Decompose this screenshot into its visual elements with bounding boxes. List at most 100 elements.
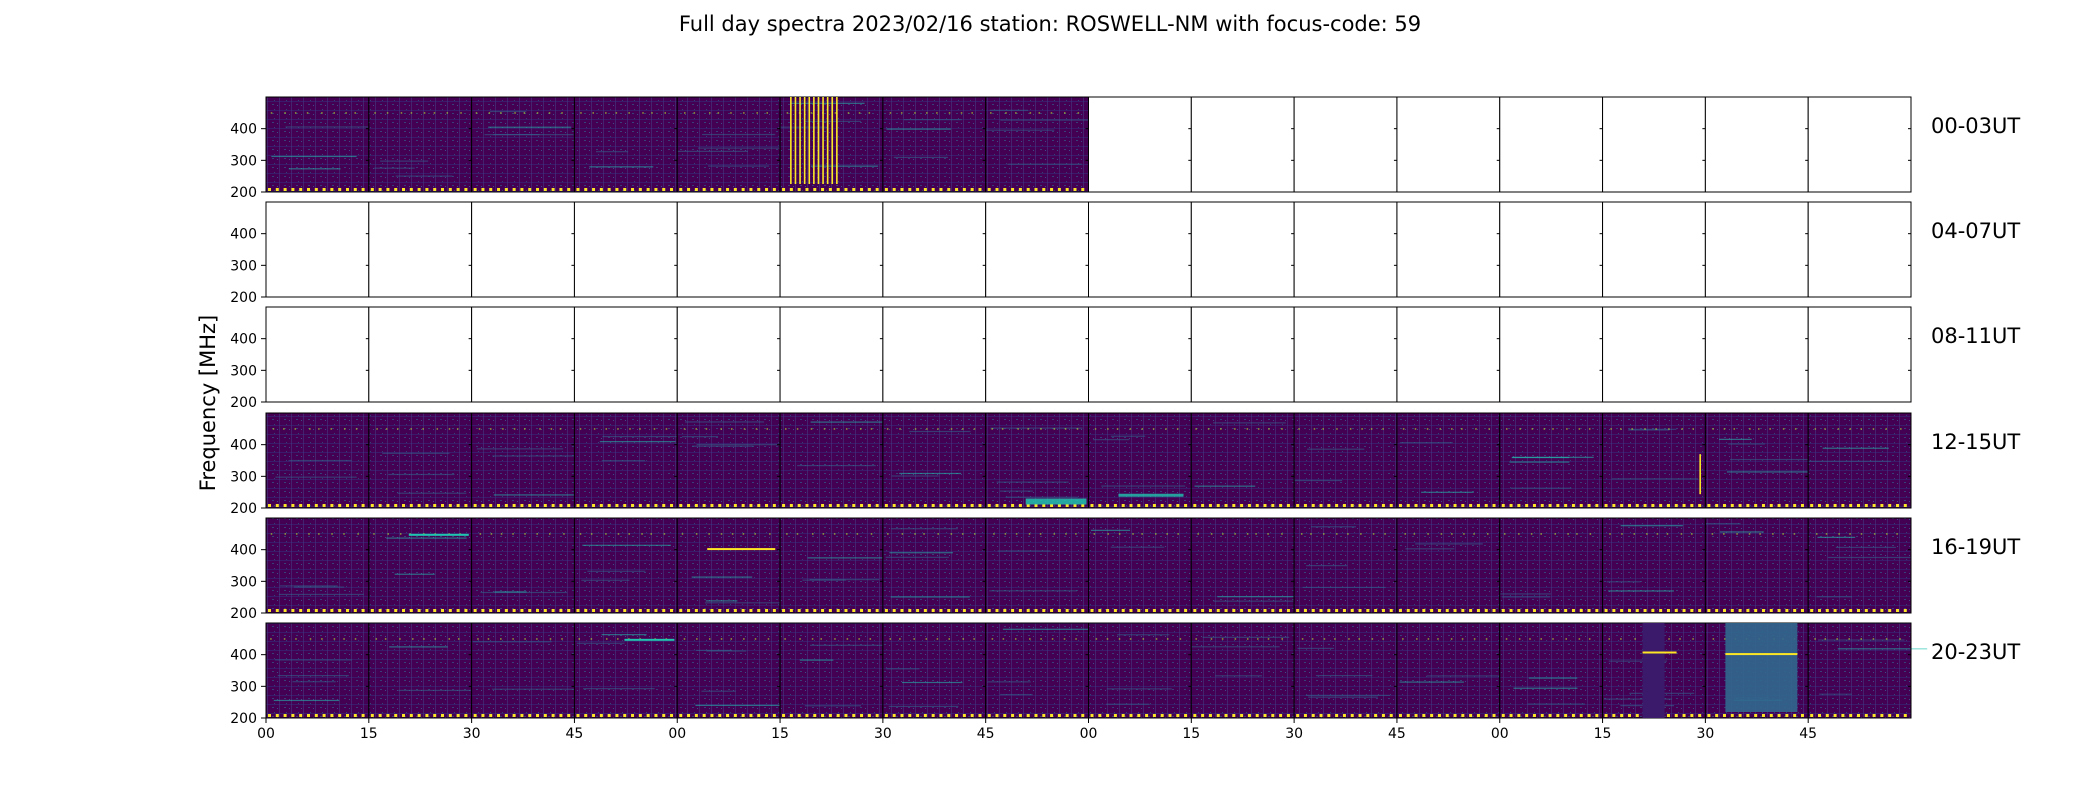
baseline-dot [1888, 714, 1892, 717]
y-axis-label: Frequency [MHz] [196, 315, 220, 491]
row-label: 00-03UT [1931, 114, 2020, 138]
signal-dot [487, 638, 490, 640]
signal-dot [799, 638, 801, 640]
baseline-dot [828, 714, 832, 717]
signal-dot [549, 638, 552, 640]
baseline-dot [1193, 609, 1197, 612]
baseline-dot [520, 188, 524, 191]
signal-band [1608, 590, 1674, 592]
signal-dot [1039, 533, 1042, 535]
baseline-dot [489, 188, 493, 191]
baseline-dot [361, 714, 365, 717]
signal-dot [973, 533, 976, 535]
signal-dot [913, 638, 915, 640]
baseline-dot [1374, 504, 1378, 507]
signal-dot [641, 533, 643, 535]
baseline-dot [662, 504, 666, 507]
signal-dot [1220, 428, 1222, 430]
baseline-dot [370, 188, 374, 191]
signal-dot [550, 428, 553, 430]
rfi-vertical-line [794, 97, 797, 184]
baseline-dot [733, 188, 737, 191]
baseline-dot [970, 609, 974, 612]
baseline-dot [1903, 609, 1907, 612]
signal-band [1000, 693, 1033, 696]
baseline-dot [1065, 609, 1069, 612]
row-label: 16-19UT [1931, 535, 2020, 559]
rfi-vertical-line [817, 97, 820, 184]
baseline-dot [694, 504, 698, 507]
signal-dot [833, 533, 836, 535]
signal-dot [1210, 533, 1213, 535]
baseline-dot [1366, 504, 1370, 507]
baseline-dot [765, 714, 769, 717]
signal-dot [1712, 428, 1714, 430]
signal-dot [400, 112, 403, 114]
baseline-dot [1050, 188, 1054, 191]
baseline-dot [1841, 714, 1845, 717]
baseline-dot [765, 188, 769, 191]
y-tick-label: 200 [230, 290, 257, 306]
baseline-dot [947, 714, 951, 717]
baseline-dot [687, 714, 691, 717]
spectrogram-panel [574, 97, 678, 192]
signal-dot [294, 428, 297, 430]
signal-dot [1051, 638, 1054, 640]
baseline-dot [567, 714, 571, 717]
signal-dot [743, 638, 745, 640]
empty-panel [780, 202, 883, 297]
signal-dot [717, 112, 720, 114]
baseline-dot [1548, 504, 1552, 507]
baseline-dot [844, 609, 848, 612]
baseline-dot [1073, 504, 1077, 507]
signal-band [886, 128, 951, 130]
baseline-dot [283, 504, 287, 507]
signal-dot [1281, 428, 1283, 430]
baseline-dot [1856, 504, 1860, 507]
baseline-dot [1286, 714, 1290, 717]
baseline-dot [1342, 714, 1346, 717]
signal-dot [846, 533, 848, 535]
baseline-dot [1659, 504, 1663, 507]
signal-dot [434, 638, 437, 640]
baseline-dot [599, 609, 603, 612]
baseline-dot [987, 504, 991, 507]
baseline-dot [1895, 609, 1899, 612]
signal-dot [1038, 112, 1041, 114]
signal-dot [1349, 428, 1352, 430]
baseline-dot [536, 188, 540, 191]
empty-panel [1396, 97, 1500, 192]
baseline-dot [1335, 609, 1339, 612]
baseline-dot [1224, 609, 1228, 612]
baseline-dot [1595, 609, 1599, 612]
baseline-dot [456, 188, 460, 191]
baseline-dot [1224, 714, 1228, 717]
baseline-dot [417, 504, 421, 507]
baseline-dot [338, 188, 342, 191]
spectrogram-panel [780, 413, 883, 508]
baseline-dot [1414, 504, 1418, 507]
baseline-dot [1090, 504, 1094, 507]
baseline-dot [1152, 714, 1156, 717]
baseline-dot [978, 714, 982, 717]
rfi-vertical-line [831, 97, 834, 184]
row-label: 20-23UT [1931, 640, 2020, 664]
baseline-dot [955, 609, 959, 612]
signal-band [476, 448, 564, 450]
signal-dot [859, 428, 862, 430]
signal-dot [387, 533, 389, 535]
baseline-dot [638, 504, 642, 507]
signal-dot [1836, 638, 1838, 640]
baseline-dot [576, 188, 580, 191]
signal-dot [433, 112, 436, 114]
baseline-dot [1666, 504, 1670, 507]
signal-dot [1885, 428, 1887, 430]
y-tick-label: 200 [230, 395, 257, 411]
baseline-dot [1003, 609, 1007, 612]
baseline-dot [1065, 188, 1069, 191]
spectra-row: 200 300 400 00-03UT [230, 96, 2020, 201]
baseline-dot [275, 188, 279, 191]
signal-band [271, 155, 357, 158]
baseline-dot [1121, 714, 1125, 717]
baseline-dot [1335, 714, 1339, 717]
